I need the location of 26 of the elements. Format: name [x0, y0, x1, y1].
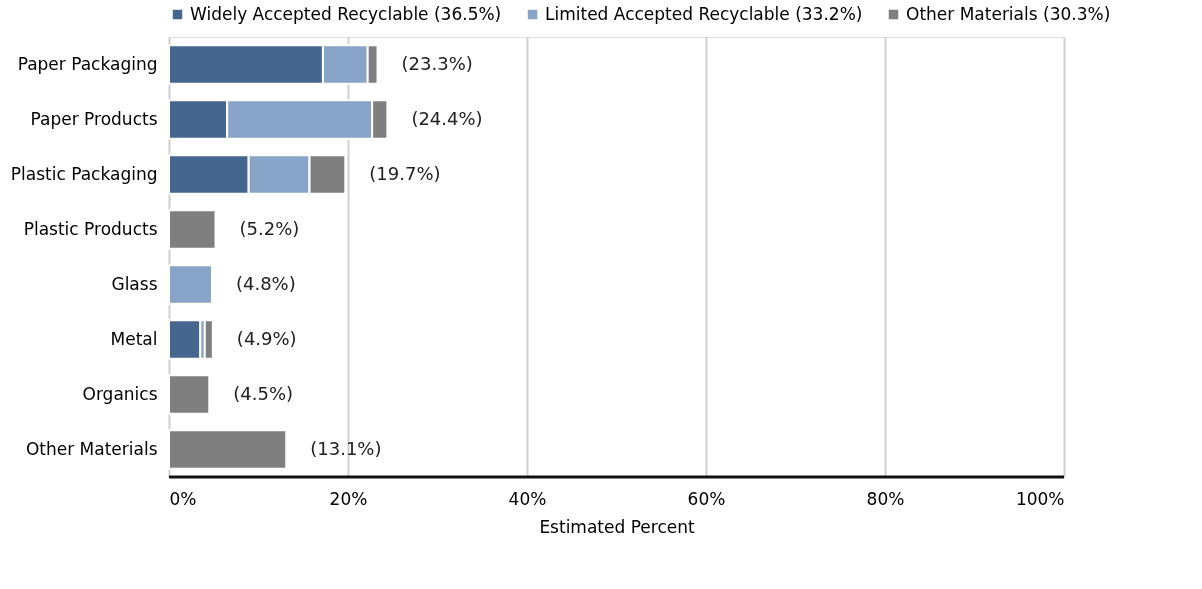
y-tick-label: Organics: [82, 383, 158, 404]
total-label: (4.8%): [235, 272, 296, 294]
legend-label: Widely Accepted Recyclable (36.5%): [190, 3, 502, 24]
x-tick-label: 40%: [508, 488, 547, 509]
legend-label: Other Materials (30.3%): [906, 3, 1111, 24]
y-tick-label: Plastic Packaging: [10, 163, 158, 184]
y-tick-label: Other Materials: [25, 438, 158, 459]
total-label: (4.9%): [236, 327, 297, 349]
y-tick-label: Paper Products: [30, 108, 158, 129]
x-tick-label: 0%: [169, 488, 197, 509]
total-label: (24.4%): [411, 107, 483, 129]
y-tick-label: Glass: [111, 273, 158, 294]
y-tick-label: Paper Packaging: [17, 53, 158, 74]
total-label: (23.3%): [401, 52, 473, 74]
total-label: (13.1%): [310, 437, 382, 459]
x-tick-label: 80%: [866, 488, 905, 509]
y-tick-label: Metal: [110, 328, 158, 349]
x-tick-label: 20%: [329, 488, 368, 509]
total-label: (5.2%): [239, 217, 300, 239]
total-label: (4.5%): [233, 382, 294, 404]
legend-label: Limited Accepted Recyclable (33.2%): [545, 3, 863, 24]
y-tick-label: Plastic Products: [23, 218, 158, 239]
total-label: (19.7%): [369, 162, 441, 184]
x-axis-title: Estimated Percent: [539, 516, 695, 537]
x-tick-label: 60%: [687, 488, 726, 509]
x-tick-label: 100%: [1015, 488, 1065, 509]
